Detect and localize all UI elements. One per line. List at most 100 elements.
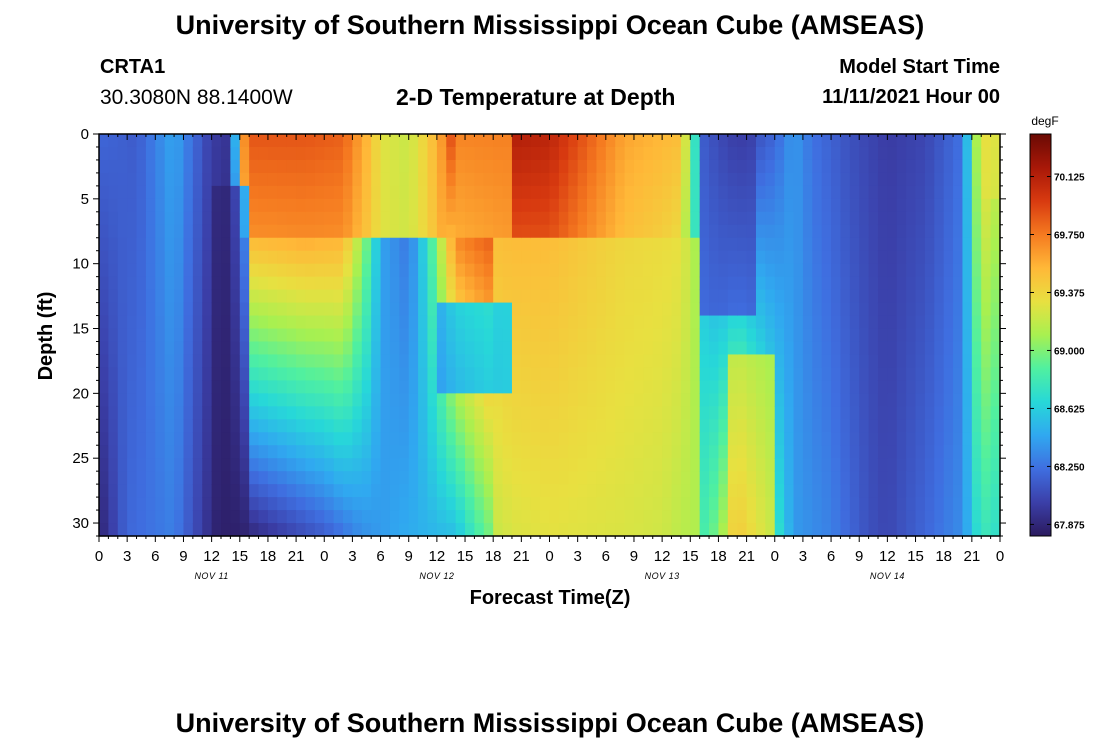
heatmap-cell <box>436 237 447 252</box>
heatmap-cell <box>868 328 879 343</box>
heatmap-cell <box>127 393 138 407</box>
heatmap-cell <box>840 211 851 226</box>
heatmap-cell <box>352 393 363 407</box>
heatmap-cell <box>915 276 926 291</box>
heatmap-cell <box>990 185 1001 200</box>
heatmap-cell <box>587 367 598 381</box>
heatmap-cell <box>680 354 691 369</box>
heatmap-cell <box>746 393 757 407</box>
heatmap-cell <box>221 224 231 239</box>
heatmap-cell <box>145 172 156 187</box>
heatmap-cell <box>296 354 307 369</box>
heatmap-cell <box>737 224 748 239</box>
heatmap-cell <box>155 484 166 498</box>
heatmap-cell <box>690 237 701 252</box>
heatmap-cell <box>286 159 297 174</box>
heatmap-cell <box>483 237 494 252</box>
heatmap-cell <box>352 354 363 369</box>
heatmap-cell <box>436 289 447 304</box>
heatmap-cell <box>108 406 119 420</box>
heatmap-cell <box>258 471 269 485</box>
heatmap-cell <box>465 263 476 278</box>
heatmap-cell <box>277 484 288 498</box>
heatmap-cell <box>990 380 1001 394</box>
heatmap-cell <box>202 354 213 369</box>
heatmap-cell <box>774 445 785 459</box>
heatmap-cell <box>643 471 654 485</box>
heatmap-cell <box>99 224 109 239</box>
heatmap-cell <box>418 354 429 369</box>
heatmap-cell <box>568 315 579 330</box>
heatmap-cell <box>821 471 832 485</box>
heatmap-cell <box>530 315 541 330</box>
heatmap-cell <box>605 250 616 265</box>
heatmap-cell <box>812 432 823 446</box>
heatmap-cell <box>849 328 860 343</box>
heatmap-cell <box>633 419 644 433</box>
heatmap-cell <box>587 289 598 304</box>
heatmap-cell <box>859 302 870 317</box>
heatmap-cell <box>821 510 832 524</box>
heatmap-cell <box>981 510 992 524</box>
heatmap-cell <box>577 497 588 511</box>
heatmap-cell <box>981 250 992 265</box>
heatmap-cell <box>164 328 175 343</box>
heatmap-cell <box>493 328 504 343</box>
heatmap-cell <box>990 198 1001 213</box>
heatmap-cell <box>605 185 616 200</box>
heatmap-cell <box>549 211 560 226</box>
heatmap-cell <box>709 367 720 381</box>
heatmap-cell <box>436 328 447 343</box>
heatmap-cell <box>915 432 926 446</box>
heatmap-cell <box>465 393 476 407</box>
heatmap-cell <box>155 471 166 485</box>
heatmap-cell <box>633 250 644 265</box>
heatmap-cell <box>136 185 147 200</box>
heatmap-cell <box>558 289 569 304</box>
heatmap-cell <box>286 341 297 356</box>
heatmap-cell <box>690 185 701 200</box>
heatmap-cell <box>136 484 147 498</box>
heatmap-cell <box>239 315 250 330</box>
heatmap-cell <box>709 185 720 200</box>
heatmap-cell <box>727 159 738 174</box>
heatmap-cell <box>934 380 945 394</box>
heatmap-cell <box>202 471 213 485</box>
heatmap-cell <box>615 328 626 343</box>
heatmap-cell <box>324 484 335 498</box>
heatmap-cell <box>680 419 691 433</box>
heatmap-cell <box>962 406 973 420</box>
heatmap-cell <box>183 523 194 537</box>
heatmap-cell <box>981 380 992 394</box>
heatmap-cell <box>277 393 288 407</box>
heatmap-cell <box>633 341 644 356</box>
heatmap-cell <box>230 497 241 511</box>
heatmap-cell <box>577 289 588 304</box>
heatmap-cell <box>399 172 410 187</box>
heatmap-cell <box>333 315 344 330</box>
heatmap-cell <box>953 224 964 239</box>
heatmap-cell <box>577 185 588 200</box>
heatmap-cell <box>924 211 935 226</box>
heatmap-cell <box>887 328 898 343</box>
heatmap-cell <box>765 146 776 161</box>
heatmap-cell <box>962 237 973 252</box>
heatmap-cell <box>136 354 147 369</box>
heatmap-cell <box>436 341 447 356</box>
heatmap-cell <box>784 497 795 511</box>
heatmap-cell <box>587 419 598 433</box>
heatmap-cell <box>108 289 119 304</box>
heatmap-cell <box>408 393 419 407</box>
heatmap-cell <box>868 159 879 174</box>
heatmap-cell <box>211 224 222 239</box>
heatmap-cell <box>465 224 476 239</box>
heatmap-cell <box>446 328 457 343</box>
heatmap-cell <box>164 484 175 498</box>
heatmap-cell <box>145 146 156 161</box>
heatmap-cell <box>239 510 250 524</box>
heatmap-cell <box>474 328 485 343</box>
heatmap-cell <box>183 250 194 265</box>
heatmap-cell <box>530 328 541 343</box>
heatmap-cell <box>530 341 541 356</box>
heatmap-cell <box>202 419 213 433</box>
